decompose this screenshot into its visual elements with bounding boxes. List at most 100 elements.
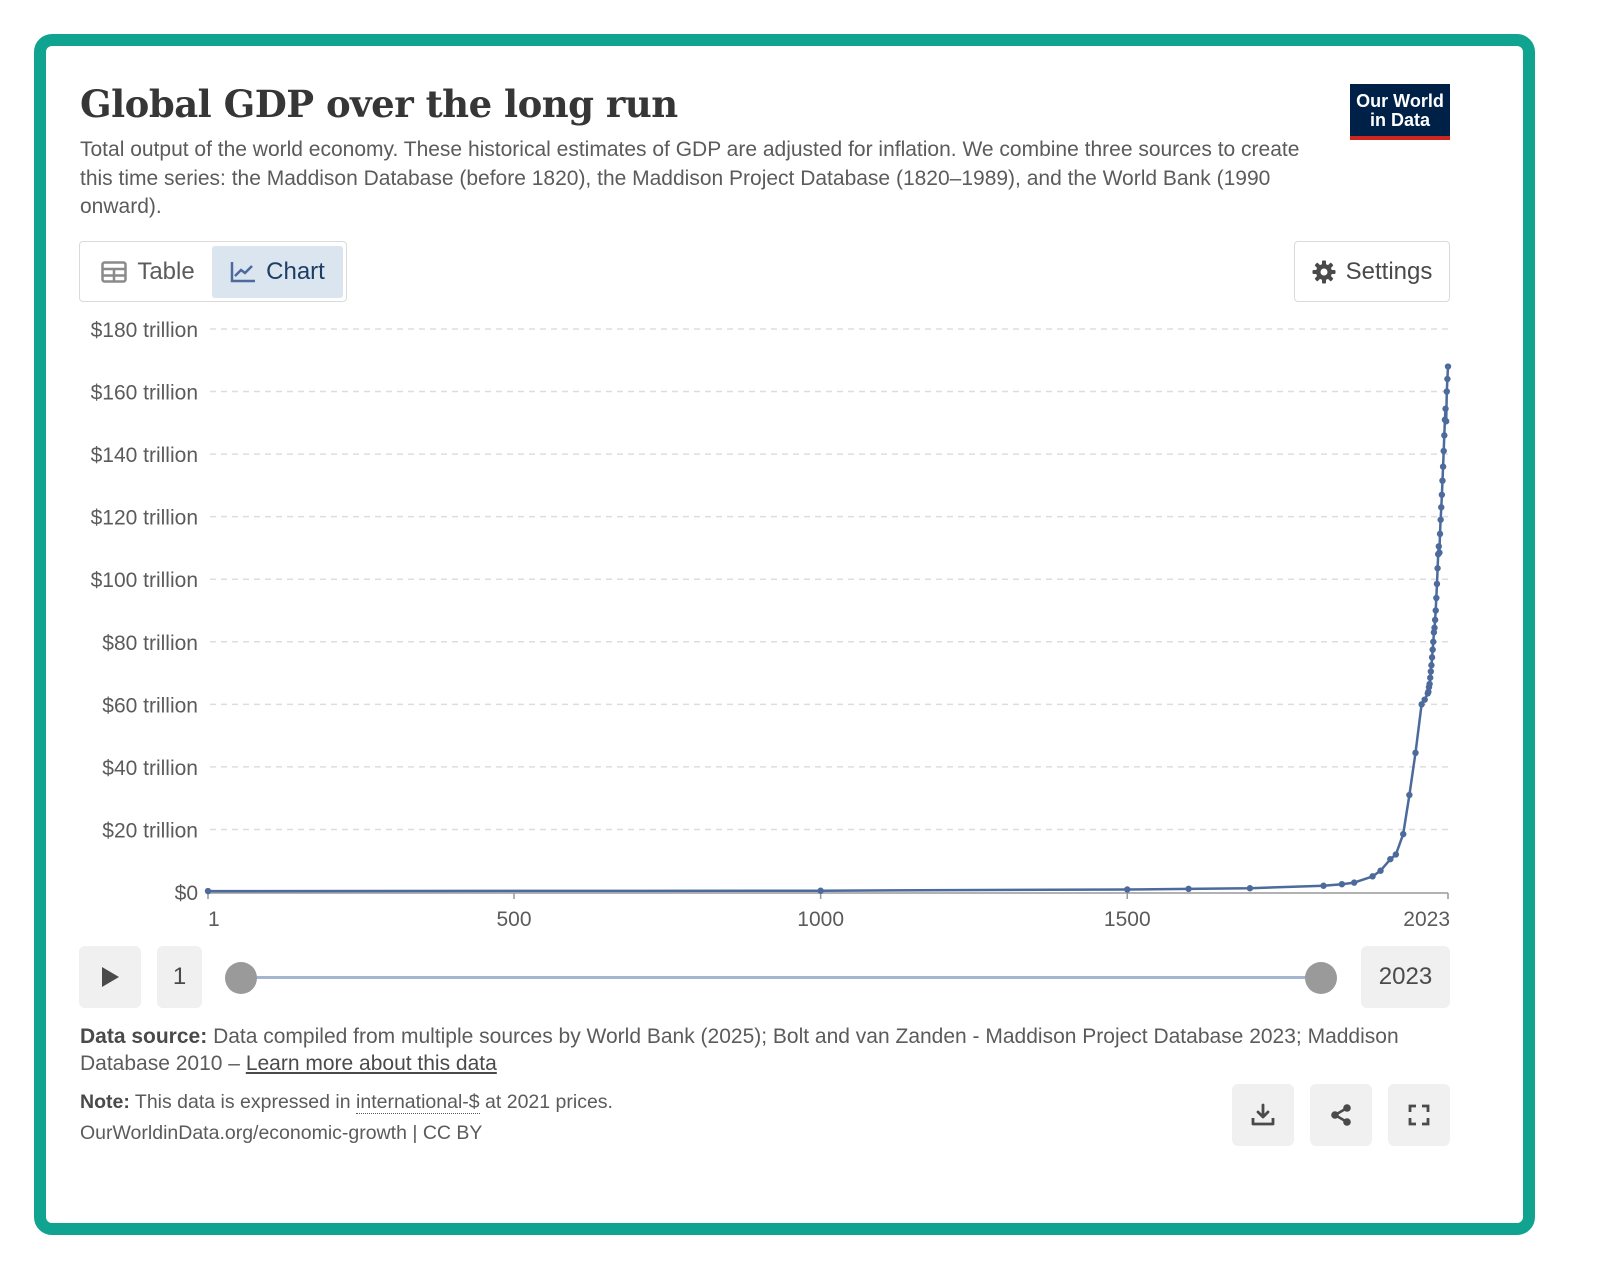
- y-tick-label: $20 trillion: [102, 819, 198, 842]
- data-point: [1433, 594, 1440, 602]
- data-point: [1124, 886, 1131, 893]
- source-prefix: Data source:: [80, 1025, 208, 1048]
- y-tick-label: $120 trillion: [91, 507, 198, 530]
- data-point: [1440, 447, 1447, 455]
- data-point: [1392, 851, 1400, 858]
- line-chart-icon: [230, 262, 256, 283]
- note: Note: This data is expressed in internat…: [80, 1091, 613, 1114]
- data-point: [1436, 549, 1443, 556]
- note-text-after: at 2021 prices.: [485, 1091, 613, 1113]
- timeline-start-handle[interactable]: [225, 962, 257, 994]
- data-point: [817, 887, 824, 894]
- data-point: [1444, 363, 1452, 370]
- chart-title: Global GDP over the long run: [80, 82, 678, 126]
- data-point: [1438, 504, 1445, 511]
- download-button[interactable]: [1232, 1084, 1294, 1146]
- note-text-before: This data is expressed in: [134, 1091, 351, 1113]
- data-point: [1430, 629, 1438, 636]
- data-point: [1421, 696, 1428, 703]
- logo-line-1: Our World: [1356, 91, 1444, 111]
- play-button[interactable]: [79, 946, 141, 1008]
- timeline-slider-track[interactable]: [241, 976, 1321, 979]
- data-point: [1442, 418, 1450, 425]
- data-point: [1443, 388, 1450, 395]
- y-tick-label: $100 trillion: [91, 569, 198, 592]
- fullscreen-button[interactable]: [1388, 1084, 1450, 1146]
- data-point: [1377, 867, 1384, 874]
- data-point: [1430, 638, 1437, 645]
- data-point: [1412, 749, 1419, 757]
- play-icon: [102, 967, 119, 987]
- series-line: [207, 366, 1450, 893]
- timeline-end-year[interactable]: 2023: [1361, 946, 1450, 1008]
- data-point: [1338, 880, 1346, 888]
- fullscreen-icon: [1408, 1104, 1430, 1126]
- y-tick-label: $80 trillion: [102, 632, 198, 655]
- tab-table-label: Table: [137, 258, 195, 285]
- source-url[interactable]: OurWorldinData.org/economic-growth | CC …: [80, 1122, 483, 1144]
- settings-button[interactable]: Settings: [1294, 241, 1450, 302]
- tab-table[interactable]: Table: [84, 246, 212, 298]
- data-point: [1433, 580, 1441, 588]
- x-tick-label: 1: [208, 908, 220, 931]
- logo-line-2: in Data: [1369, 110, 1430, 130]
- data-point: [1444, 375, 1451, 383]
- share-button[interactable]: [1310, 1084, 1372, 1146]
- data-point: [1369, 873, 1376, 880]
- data-point: [1418, 701, 1425, 708]
- learn-more-link[interactable]: Learn more about this data: [245, 1051, 497, 1075]
- x-tick-label: 1500: [1104, 908, 1151, 931]
- timeline-start-year[interactable]: 1: [157, 946, 202, 1008]
- table-icon: [101, 261, 128, 283]
- note-prefix: Note:: [80, 1091, 130, 1113]
- data-point: [1441, 432, 1448, 439]
- y-tick-label: $140 trillion: [91, 444, 198, 467]
- data-point: [1436, 530, 1444, 538]
- x-tick-label: 500: [496, 908, 531, 931]
- y-tick-label: $180 trillion: [91, 319, 198, 342]
- data-point: [1387, 855, 1394, 863]
- data-point: [1425, 688, 1432, 696]
- settings-label: Settings: [1345, 257, 1433, 285]
- data-point: [1437, 516, 1444, 523]
- data-point: [1442, 405, 1449, 412]
- data-point: [1435, 543, 1443, 550]
- data-point: [1185, 885, 1192, 893]
- data-point: [1432, 607, 1439, 614]
- data-point: [1434, 565, 1441, 572]
- data-source: Data source: Data compiled from multiple…: [80, 1024, 1440, 1077]
- international-dollar-link[interactable]: international-$: [356, 1091, 480, 1114]
- y-tick-label: $0: [175, 882, 198, 905]
- timeline-end-handle[interactable]: [1305, 962, 1337, 994]
- data-point: [1406, 791, 1413, 799]
- chart-frame: [34, 34, 1535, 1235]
- data-point: [1320, 882, 1327, 889]
- gear-icon: [1312, 260, 1336, 283]
- data-point: [1350, 879, 1358, 886]
- data-point: [1428, 662, 1435, 669]
- source-text: Data compiled from multiple sources by W…: [80, 1025, 1399, 1075]
- data-point: [1439, 463, 1447, 470]
- view-tabs: Table Chart: [79, 241, 347, 302]
- x-tick-label: 1000: [797, 908, 844, 931]
- tab-chart-label: Chart: [266, 258, 325, 285]
- share-icon: [1331, 1104, 1351, 1126]
- download-icon: [1251, 1103, 1275, 1126]
- chart-subtitle: Total output of the world economy. These…: [80, 138, 1300, 218]
- data-point: [1427, 668, 1435, 675]
- tab-chart[interactable]: Chart: [212, 246, 343, 298]
- y-tick-label: $160 trillion: [91, 382, 198, 405]
- y-tick-label: $40 trillion: [102, 757, 198, 780]
- data-point: [1429, 646, 1436, 653]
- data-point: [1427, 674, 1434, 681]
- data-point: [1439, 477, 1446, 484]
- data-point: [204, 887, 212, 895]
- data-point: [1400, 830, 1407, 838]
- y-tick-label: $60 trillion: [102, 694, 198, 717]
- line-chart: $0 $20 trillion $40 trillion $60 trillion $8…: [91, 319, 1452, 931]
- data-point: [1428, 654, 1436, 661]
- x-tick-label: 2023: [1403, 908, 1450, 931]
- data-point: [1438, 491, 1446, 498]
- data-point: [1246, 885, 1254, 892]
- owid-logo[interactable]: Our World in Data: [1350, 84, 1450, 140]
